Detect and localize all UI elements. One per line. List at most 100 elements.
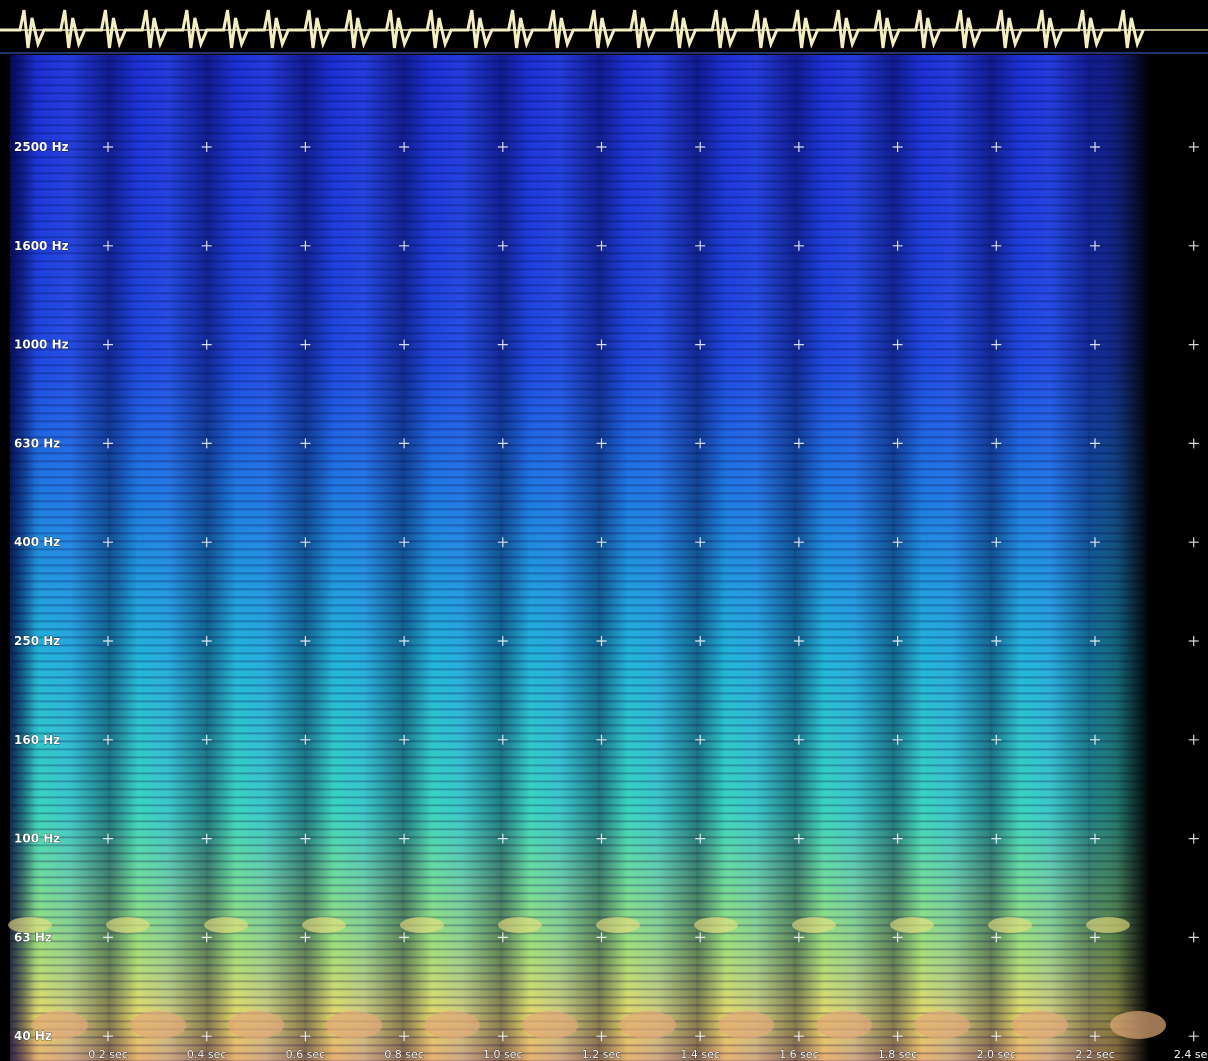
grid-cross <box>794 834 804 844</box>
grid-cross <box>498 241 508 251</box>
time-label: 2.0 sec <box>977 1048 1017 1061</box>
grid-cross <box>399 932 409 942</box>
frequency-label: 160 Hz <box>14 733 60 747</box>
energy-blob <box>522 1011 578 1039</box>
grid-cross <box>1189 735 1199 745</box>
energy-blob <box>718 1011 774 1039</box>
grid-cross <box>597 735 607 745</box>
grid-overlay: 2500 Hz1600 Hz1000 Hz630 Hz400 Hz250 Hz1… <box>0 0 1208 1061</box>
time-label: 0.6 sec <box>286 1048 326 1061</box>
frequency-label: 2500 Hz <box>14 140 69 154</box>
grid-cross <box>597 932 607 942</box>
frequency-label: 1000 Hz <box>14 338 69 352</box>
grid-cross <box>498 438 508 448</box>
energy-blob <box>596 917 640 933</box>
grid-cross <box>300 834 310 844</box>
grid-cross <box>1189 537 1199 547</box>
grid-cross <box>103 241 113 251</box>
grid-cross <box>597 834 607 844</box>
grid-cross <box>893 241 903 251</box>
grid-cross <box>399 142 409 152</box>
grid-cross <box>300 142 310 152</box>
energy-blob <box>204 917 248 933</box>
grid-cross <box>893 932 903 942</box>
grid-cross <box>991 636 1001 646</box>
grid-cross <box>991 735 1001 745</box>
grid-cross <box>695 438 705 448</box>
grid-cross <box>794 537 804 547</box>
grid-cross <box>1090 735 1100 745</box>
grid-cross <box>300 340 310 350</box>
grid-cross <box>1090 537 1100 547</box>
grid-cross <box>597 1031 607 1041</box>
grid-cross <box>695 932 705 942</box>
grid-cross <box>202 834 212 844</box>
grid-cross <box>1189 932 1199 942</box>
grid-cross <box>103 438 113 448</box>
grid-cross <box>794 438 804 448</box>
grid-cross <box>893 340 903 350</box>
grid-cross <box>1090 636 1100 646</box>
frequency-label: 100 Hz <box>14 832 60 846</box>
grid-cross <box>893 735 903 745</box>
grid-cross <box>794 636 804 646</box>
grid-cross <box>399 537 409 547</box>
time-label: 2.4 sec <box>1174 1048 1208 1061</box>
grid-cross <box>103 340 113 350</box>
grid-cross <box>498 636 508 646</box>
grid-cross <box>597 537 607 547</box>
grid-cross <box>1090 834 1100 844</box>
energy-blob <box>424 1011 480 1039</box>
grid-cross <box>399 735 409 745</box>
grid-cross <box>202 241 212 251</box>
grid-cross <box>597 142 607 152</box>
grid-cross <box>695 834 705 844</box>
grid-cross <box>794 340 804 350</box>
grid-cross <box>300 735 310 745</box>
grid-cross <box>399 241 409 251</box>
grid-cross <box>498 735 508 745</box>
time-label: 0.4 sec <box>187 1048 227 1061</box>
grid-cross <box>300 438 310 448</box>
grid-cross <box>991 142 1001 152</box>
energy-blob <box>1086 917 1130 933</box>
grid-cross <box>1189 636 1199 646</box>
grid-cross <box>1090 340 1100 350</box>
time-label: 1.0 sec <box>483 1048 523 1061</box>
energy-blob <box>400 917 444 933</box>
grid-cross <box>1090 241 1100 251</box>
grid-cross <box>695 636 705 646</box>
energy-blob <box>694 917 738 933</box>
grid-cross <box>597 438 607 448</box>
energy-blob <box>914 1011 970 1039</box>
grid-cross <box>1090 142 1100 152</box>
frequency-label: 630 Hz <box>14 436 60 450</box>
time-label: 0.8 sec <box>384 1048 424 1061</box>
grid-cross <box>991 537 1001 547</box>
grid-cross <box>300 241 310 251</box>
grid-cross <box>1189 438 1199 448</box>
spectrogram-window: 2500 Hz1600 Hz1000 Hz630 Hz400 Hz250 Hz1… <box>0 0 1208 1061</box>
grid-cross <box>103 1031 113 1041</box>
grid-cross <box>300 932 310 942</box>
grid-cross <box>1090 1031 1100 1041</box>
energy-blob <box>302 917 346 933</box>
grid-cross <box>498 834 508 844</box>
energy-blob <box>1012 1011 1068 1039</box>
time-label: 1.4 sec <box>680 1048 720 1061</box>
grid-cross <box>300 1031 310 1041</box>
grid-cross <box>202 932 212 942</box>
frequency-label: 250 Hz <box>14 634 60 648</box>
grid-cross <box>794 1031 804 1041</box>
grid-cross <box>991 340 1001 350</box>
grid-cross <box>794 735 804 745</box>
grid-cross <box>103 735 113 745</box>
grid-cross <box>1090 438 1100 448</box>
grid-cross <box>498 537 508 547</box>
frequency-label: 40 Hz <box>14 1029 52 1043</box>
time-label: 1.6 sec <box>779 1048 819 1061</box>
grid-cross <box>498 932 508 942</box>
grid-cross <box>202 142 212 152</box>
energy-blob <box>792 917 836 933</box>
grid-cross <box>1189 1031 1199 1041</box>
